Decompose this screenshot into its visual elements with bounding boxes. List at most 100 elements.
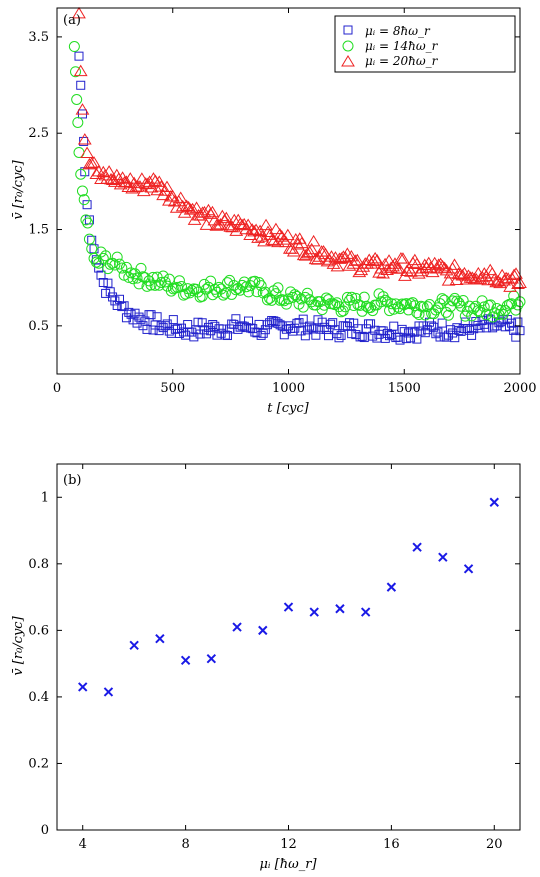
series-2-point: [434, 298, 446, 310]
series-3-point: [115, 171, 130, 183]
series-1-point: [103, 278, 113, 288]
series-3-point: [241, 218, 256, 231]
series-3-point: [489, 275, 504, 288]
legend-series-3: μᵢ = 20ħω_r: [365, 54, 439, 68]
panel-b-x-axis-title: μᵢ [ħω_r]: [259, 857, 317, 872]
series-3-point: [511, 277, 525, 289]
series-2-point: [341, 291, 353, 303]
legend-circle-icon: [342, 40, 354, 52]
series-2-point: [379, 294, 391, 306]
series-2-point: [438, 294, 450, 306]
series-3-point: [245, 223, 260, 235]
series-3-point: [382, 254, 396, 266]
series-3-point: [288, 233, 303, 245]
series-2-point: [499, 304, 511, 316]
panel-b: 4 8 12 16 20 0 0.2 0.4 0.6 0.8 1 (b) μᵢ [ħω_r] v̄ …: [11, 463, 521, 872]
x-marker-point: [360, 607, 371, 617]
series-3-point: [278, 235, 293, 248]
series-2-point: [346, 291, 358, 303]
series-2-point: [419, 309, 431, 321]
series-3-point: [497, 274, 512, 286]
series-2-point: [209, 283, 221, 295]
x-marker-point: [309, 607, 319, 617]
panel-a-legend: μᵢ = 8ħω_r μᵢ = 14ħω_r μᵢ = 20ħω_r: [334, 15, 516, 73]
series-3-point: [386, 259, 400, 272]
series-3-point: [392, 261, 406, 274]
series-2-point: [436, 293, 448, 305]
series-3-point: [350, 253, 365, 266]
series-3-point: [173, 191, 188, 203]
series-3-point: [73, 64, 88, 77]
panel-a-x-tick-label: 1000: [272, 381, 305, 396]
series-2-point: [243, 286, 255, 298]
series-2-point: [97, 252, 109, 264]
x-marker-point: [335, 604, 345, 614]
series-2-point: [238, 276, 250, 288]
x-marker-point: [438, 552, 448, 562]
series-1-point: [300, 331, 310, 341]
series-3-point: [336, 250, 351, 262]
panel-b-x-tick-label: 4: [79, 837, 87, 852]
series-2-point: [327, 298, 339, 310]
x-marker-point: [155, 633, 165, 644]
x-marker-point: [412, 542, 422, 552]
panel-a-x-axis-title: t [cyc]: [267, 401, 309, 416]
series-3-point: [253, 224, 267, 237]
series-1-point: [507, 318, 517, 328]
series-3-point: [229, 224, 244, 236]
x-marker-point: [489, 497, 499, 507]
series-2-point: [217, 289, 229, 301]
series-3-point: [447, 258, 462, 270]
x-marker-point: [283, 602, 294, 612]
series-2-point: [120, 261, 132, 273]
series-1-point: [115, 294, 125, 304]
series-3-point: [292, 232, 307, 244]
series-3-point: [302, 245, 317, 258]
panel-b-x-tick-label: 16: [383, 837, 400, 852]
series-2-point: [287, 291, 299, 303]
panel-b-label: (b): [63, 473, 81, 488]
series-2-point: [186, 285, 198, 297]
series-3-point: [441, 274, 456, 286]
series-3-point: [370, 253, 385, 266]
series-2-point: [320, 292, 332, 304]
series-3-point: [413, 264, 428, 277]
series-1-point: [189, 332, 199, 342]
series-3-point: [348, 254, 363, 266]
series-1-point: [222, 331, 232, 341]
series-2-point: [68, 41, 80, 53]
series-3-point: [102, 165, 116, 177]
series-3-point: [80, 146, 94, 158]
panel-b-y-tick-label: 0: [41, 823, 49, 838]
series-3-point: [376, 267, 390, 279]
series-3-point: [437, 261, 452, 274]
series-2-point: [192, 286, 204, 298]
series-2-point: [301, 287, 313, 299]
series-1-point: [197, 318, 207, 328]
series-1-point: [76, 80, 86, 90]
series-1-point: [334, 333, 344, 343]
series-1-point: [117, 302, 127, 312]
series-3-point: [111, 172, 126, 184]
series-1-point: [336, 330, 346, 340]
series-3-point: [251, 231, 265, 243]
series-2-point: [180, 288, 192, 300]
series-3-point: [205, 205, 220, 218]
series-1-point: [164, 326, 174, 336]
series-2-point: [386, 298, 398, 310]
series-3-point: [91, 164, 106, 177]
series-3-point: [187, 213, 202, 225]
series-2-point: [75, 168, 87, 180]
series-3-point: [275, 230, 289, 242]
series-3-point: [409, 257, 424, 270]
series-3-point: [207, 213, 222, 226]
series-2-point: [151, 271, 163, 283]
legend-series-1: μᵢ = 8ħω_r: [365, 24, 431, 38]
series-1-point: [309, 324, 319, 334]
series-3-point: [237, 217, 252, 230]
series-3-point: [104, 172, 118, 185]
series-3-point: [509, 267, 523, 279]
series-3-point: [269, 222, 283, 235]
panel-a-y-tick-label: 3.5: [28, 30, 49, 45]
series-2-point: [272, 282, 284, 294]
